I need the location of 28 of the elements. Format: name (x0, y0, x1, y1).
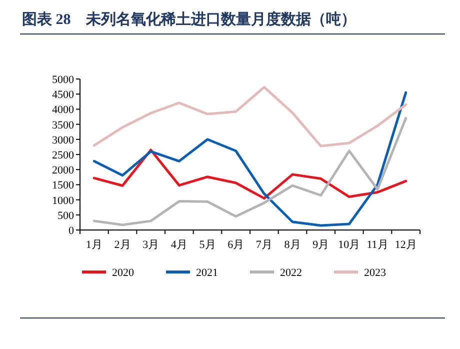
chart-title: 图表 28 未列名氧化稀土进口数量月度数据（吨） (22, 10, 356, 28)
y-tick-label: 1500 (52, 180, 74, 192)
y-tick-label: 5000 (52, 74, 74, 86)
x-tick-label: 5月 (199, 239, 216, 251)
y-tick-label: 1000 (52, 194, 74, 207)
legend-label: 2022 (280, 267, 302, 279)
x-tick-label: 3月 (142, 239, 160, 251)
y-tick-label: 4500 (52, 89, 74, 102)
y-tick-label: 4000 (52, 104, 74, 116)
x-tick-label: 11月 (366, 239, 388, 251)
x-tick-label: 7月 (256, 239, 272, 251)
y-tick-label: 500 (58, 210, 74, 222)
y-tick-label: 2000 (52, 164, 74, 177)
y-tick-label: 0 (68, 225, 74, 237)
x-tick-label: 2月 (114, 239, 131, 251)
x-tick-label: 1月 (86, 239, 102, 251)
legend-label: 2020 (112, 267, 134, 279)
x-tick-label: 6月 (228, 239, 244, 251)
x-tick-label: 9月 (312, 239, 330, 251)
y-tick-label: 3000 (52, 134, 74, 146)
x-tick-label: 10月 (338, 239, 360, 251)
y-tick-label: 2500 (52, 150, 74, 162)
legend-label: 2021 (196, 267, 218, 279)
x-tick-label: 8月 (284, 239, 301, 251)
x-tick-label: 12月 (394, 239, 417, 251)
x-tick-label: 4月 (170, 239, 188, 251)
legend-label: 2023 (364, 267, 386, 279)
y-tick-label: 3500 (52, 119, 74, 132)
